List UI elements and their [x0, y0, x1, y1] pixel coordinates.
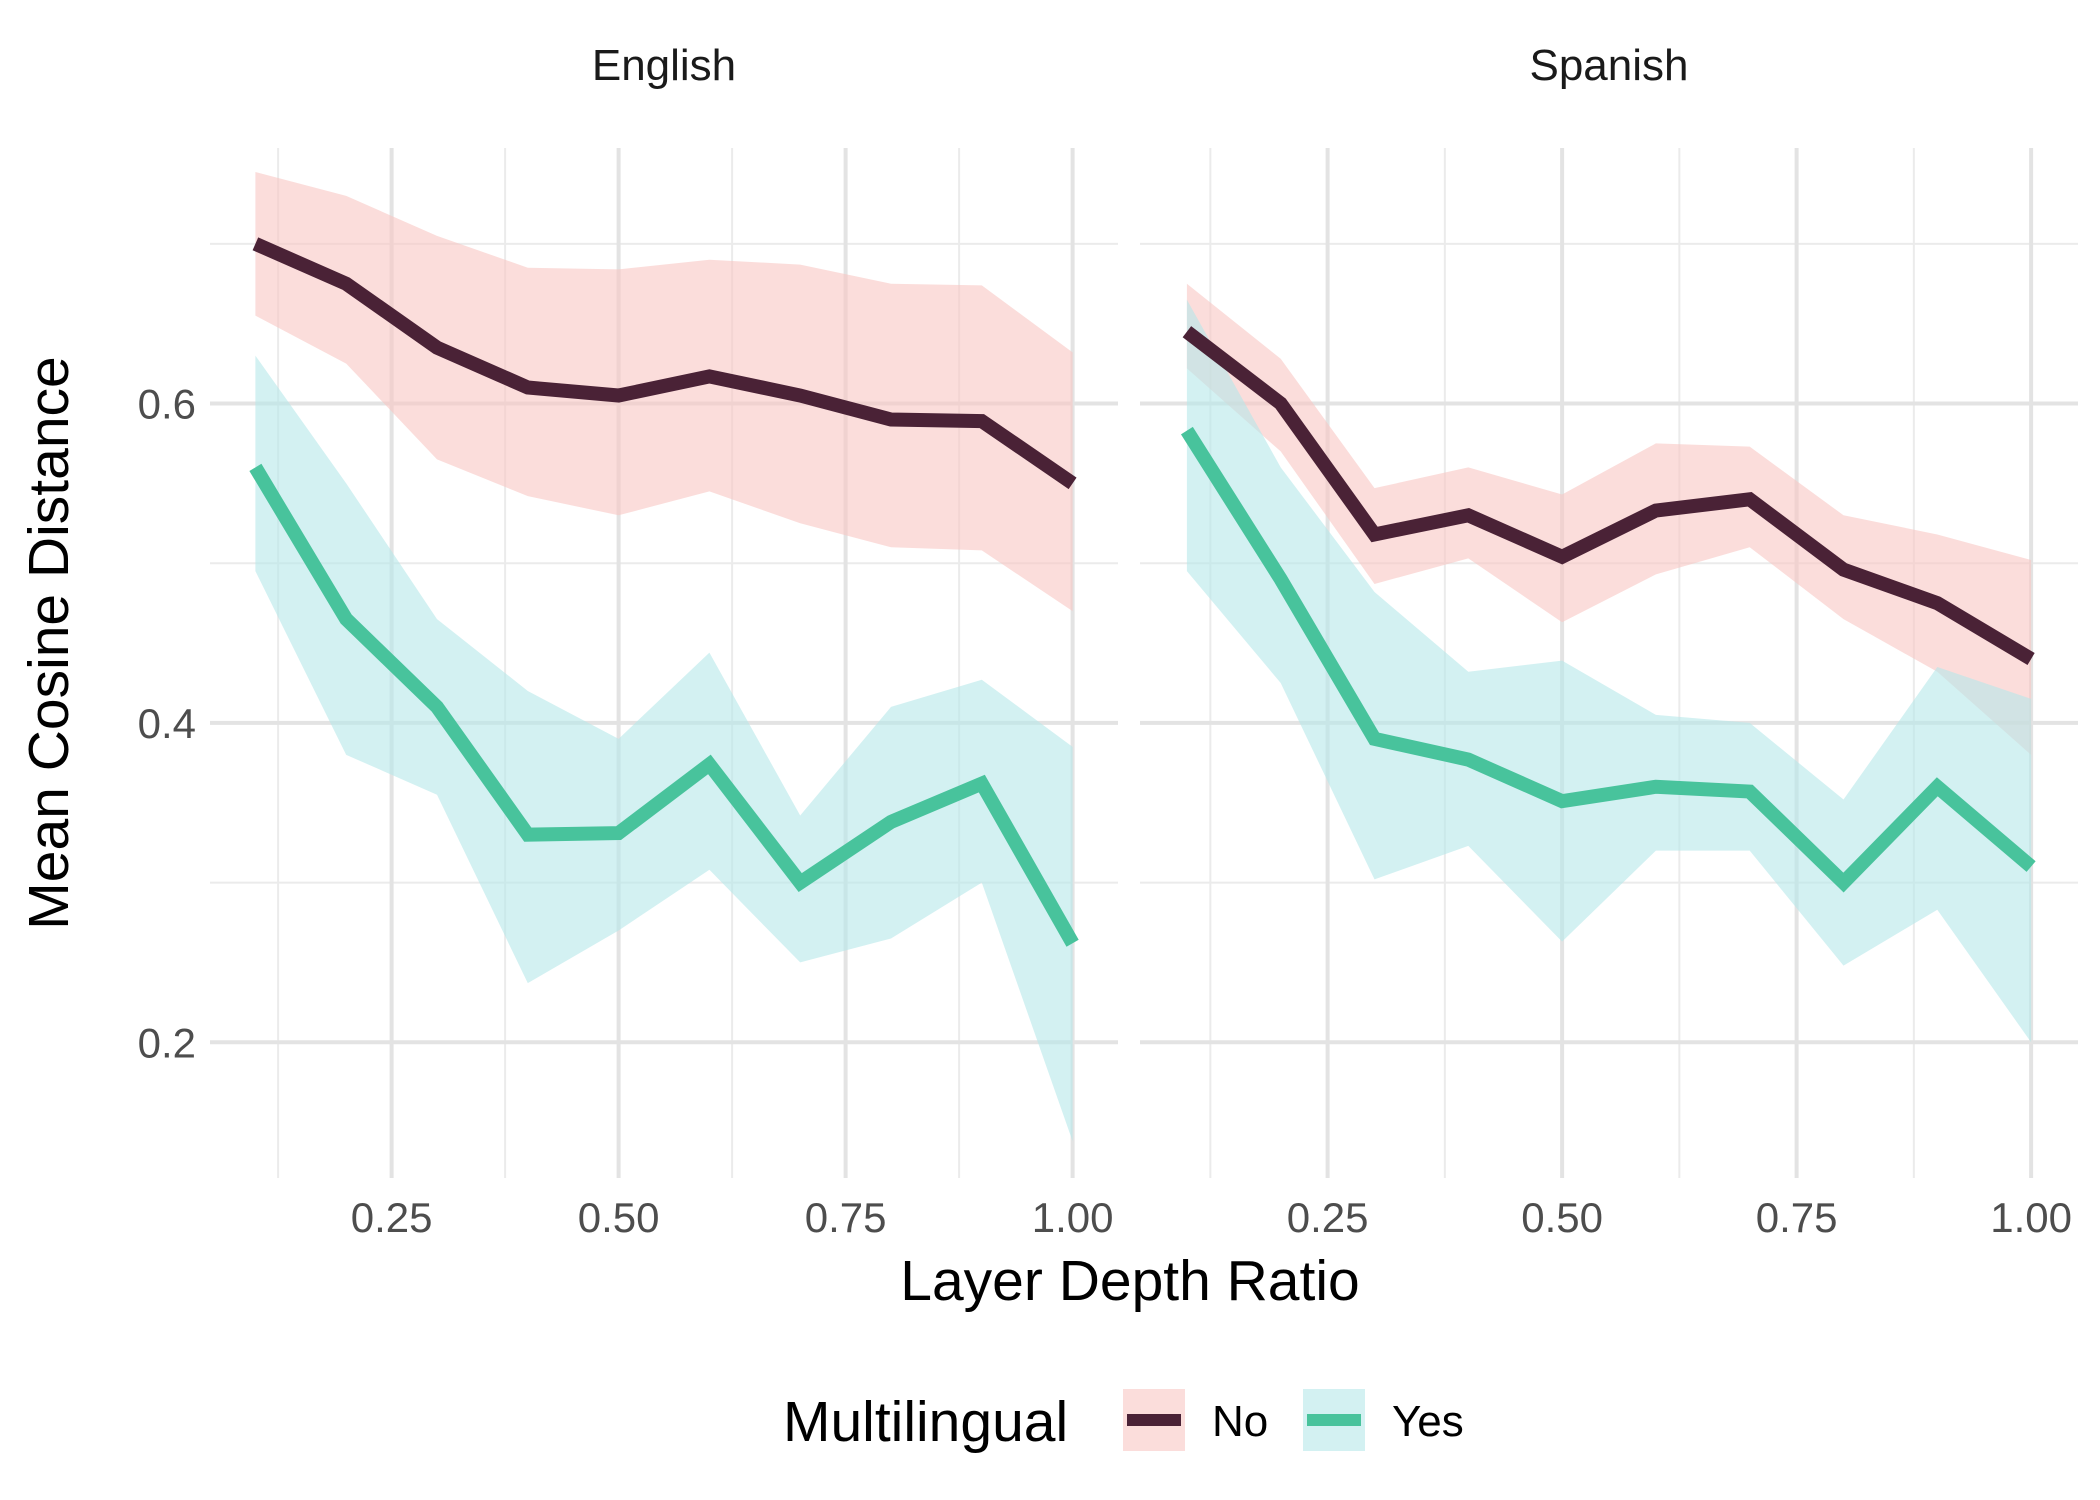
line-english-no	[252, 237, 1077, 490]
x-tick-label: 0.50	[1521, 1194, 1603, 1241]
x-tick-label: 0.75	[1756, 1194, 1838, 1241]
legend-item-yes: Yes	[1303, 1389, 1464, 1451]
panels-layer: English 0.25 0.50 0.75 1.00 Spanish 0.25 0.50 0.…	[138, 41, 2078, 1241]
y-axis-title: Mean Cosine Distance	[17, 356, 81, 929]
legend: Multilingual No Yes	[783, 1389, 1464, 1454]
facet-label-english: English	[592, 41, 736, 90]
x-tick-label: 1.00	[1032, 1194, 1114, 1241]
legend-title: Multilingual	[783, 1390, 1068, 1454]
legend-item-no: No	[1123, 1389, 1268, 1451]
line-english-yes	[249, 463, 1079, 947]
y-tick-label: 0.4	[138, 700, 196, 747]
x-tick-label: 1.00	[1990, 1194, 2072, 1241]
line-spanish-yes	[1180, 426, 2036, 893]
x-axis-title: Layer Depth Ratio	[900, 1249, 1359, 1313]
legend-label-yes: Yes	[1392, 1397, 1464, 1446]
legend-label-no: No	[1212, 1397, 1268, 1446]
x-tick-label: 0.75	[805, 1194, 887, 1241]
ribbon-spanish-no	[1186, 283, 2032, 755]
x-tick-label: 0.25	[1287, 1194, 1369, 1241]
y-tick-label: 0.2	[138, 1019, 196, 1066]
y-tick-label: 0.6	[138, 381, 196, 428]
x-tick-label: 0.25	[351, 1194, 433, 1241]
panel-english: English 0.25 0.50 0.75 1.00	[210, 41, 1118, 1241]
facet-label-spanish: Spanish	[1529, 41, 1688, 90]
ribbon-english-yes	[255, 355, 1073, 1142]
panel-spanish: Spanish 0.25 0.50 0.75 1.00	[1140, 41, 2078, 1241]
line-spanish-no	[1182, 326, 2035, 666]
x-tick-label: 0.50	[578, 1194, 660, 1241]
